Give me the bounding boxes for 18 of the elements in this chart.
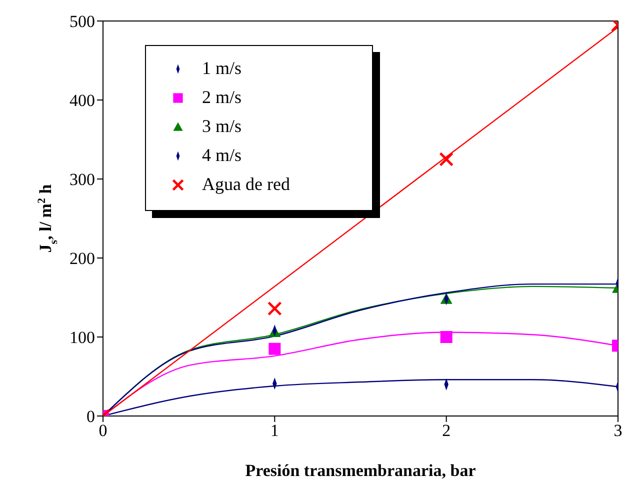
y-tick-label: 300 [70, 170, 95, 190]
y-tick-label: 200 [70, 249, 95, 268]
legend-label: 3 m/s [202, 116, 242, 137]
y-tick-label: 500 [70, 12, 95, 32]
point [268, 342, 281, 355]
x-tick-label: 3 [614, 421, 622, 440]
y-tick-label: 0 [86, 407, 95, 426]
y-tick-label: 400 [70, 91, 95, 110]
y-tick-label: 100 [70, 328, 95, 348]
x-tick-label: 0 [98, 421, 108, 440]
x-tick-label: 2 [442, 421, 451, 440]
x-tick-label: 1 [270, 421, 279, 440]
point [440, 331, 452, 343]
x-axis-title: Presión transmembranaria, bar [245, 461, 476, 480]
legend-label: 4 m/s [202, 145, 242, 166]
legend-label: 1 m/s [202, 58, 242, 79]
legend-label: Agua de red [202, 174, 290, 195]
legend-label: 2 m/s [202, 87, 242, 108]
